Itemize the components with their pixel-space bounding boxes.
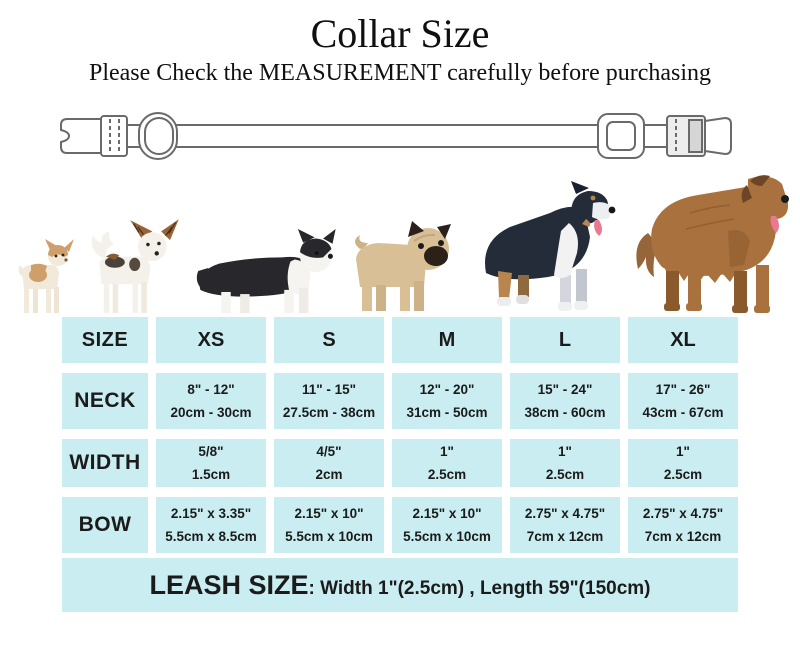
bow-l-cell: 2.75" x 4.75" 7cm x 12cm	[510, 497, 620, 553]
dog-collar-icon	[55, 106, 745, 173]
table-header-size: SIZE	[62, 317, 148, 363]
neck-xl-cell: 17" - 26" 43cm - 67cm	[628, 373, 738, 429]
row-label-width: WIDTH	[62, 439, 148, 487]
neck-xs-cell: 8" - 12" 20cm - 30cm	[156, 373, 266, 429]
bow-s-cell: 2.15" x 10" 5.5cm x 10cm	[274, 497, 384, 553]
page-title: Collar Size	[310, 11, 490, 56]
neck-s-cell: 11" - 15" 27.5cm - 38cm	[274, 373, 384, 429]
leash-size-detail: : Width 1"(2.5cm) , Length 59"(150cm)	[308, 577, 651, 599]
table-header-l: L	[510, 317, 620, 363]
width-xl-cell: 1" 2.5cm	[628, 439, 738, 487]
table-header-s: S	[274, 317, 384, 363]
row-label-bow: BOW	[62, 497, 148, 553]
strap-slider-icon	[597, 113, 645, 159]
page-subtitle: Please Check the MEASUREMENT carefully b…	[88, 60, 712, 86]
width-m-cell: 1" 2.5cm	[392, 439, 502, 487]
bow-xl-cell: 2.75" x 4.75" 7cm x 12cm	[628, 497, 738, 553]
buckle-female-icon	[666, 115, 732, 157]
leash-size-label: LEASH SIZE	[149, 569, 309, 600]
pug-dog-icon	[342, 217, 462, 318]
table-header-xs: XS	[156, 317, 266, 363]
width-s-cell: 4/5" 2cm	[274, 439, 384, 487]
chihuahua-dog-icon	[14, 239, 78, 318]
size-table: SIZE XS S M L XL NECK 8" - 12" 20cm - 30c…	[62, 317, 738, 553]
table-header-m: M	[392, 317, 502, 363]
briard-dog-icon	[630, 173, 792, 318]
buckle-frame	[100, 115, 128, 157]
row-label-neck: NECK	[62, 373, 148, 429]
australian-shepherd-dog-icon	[476, 179, 628, 318]
corgi-dog-icon	[194, 229, 343, 318]
width-xs-cell: 5/8" 1.5cm	[156, 439, 266, 487]
table-header-xl: XL	[628, 317, 738, 363]
width-l-cell: 1" 2.5cm	[510, 439, 620, 487]
neck-l-cell: 15" - 24" 38cm - 60cm	[510, 373, 620, 429]
papillon-dog-icon	[84, 218, 181, 318]
bow-m-cell: 2.15" x 10" 5.5cm x 10cm	[392, 497, 502, 553]
leash-size-bar: LEASH SIZE : Width 1"(2.5cm) , Length 59…	[62, 558, 738, 612]
bow-xs-cell: 2.15" x 3.35" 5.5cm x 8.5cm	[156, 497, 266, 553]
neck-m-cell: 12" - 20" 31cm - 50cm	[392, 373, 502, 429]
buckle-male-icon	[60, 118, 102, 154]
d-ring-icon	[138, 112, 178, 160]
